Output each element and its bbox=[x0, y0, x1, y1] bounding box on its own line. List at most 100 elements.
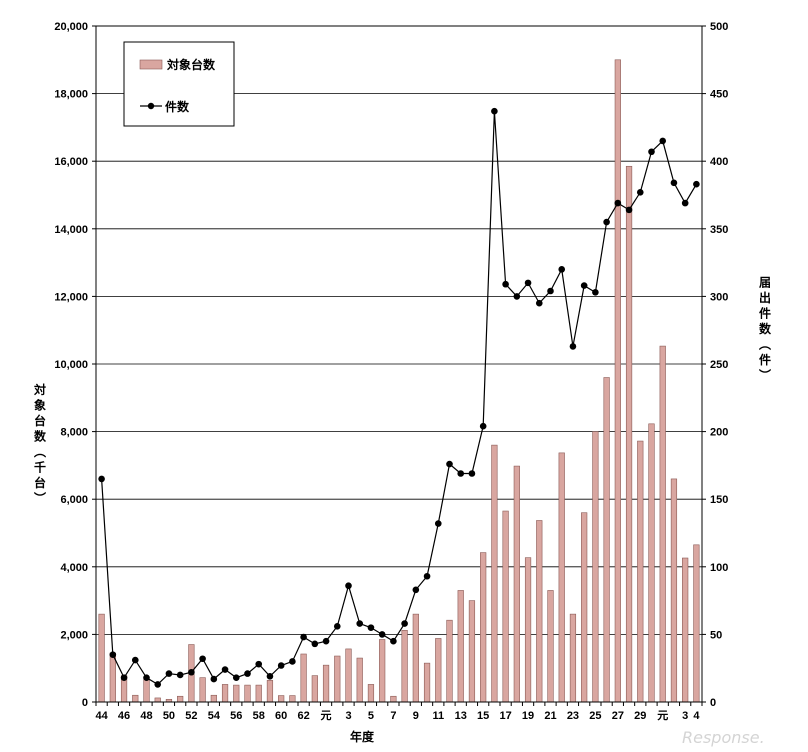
x-axis-title: 年度 bbox=[350, 729, 375, 744]
bar bbox=[233, 684, 240, 703]
y-left-ticks: 0 2,000 4,000 6,000 8,000 10,000 12,000 14,000 1… bbox=[54, 21, 96, 709]
line-point bbox=[311, 640, 319, 648]
bar bbox=[648, 423, 655, 703]
line-point bbox=[558, 266, 566, 273]
bar bbox=[569, 613, 577, 703]
x-tick-label: 元 bbox=[321, 709, 332, 722]
x-tick-label: 21 bbox=[544, 710, 556, 722]
y-right-tick-label: 0 bbox=[710, 697, 716, 709]
line-point bbox=[592, 289, 599, 296]
y-right-tick-label: 450 bbox=[710, 89, 728, 101]
bar bbox=[255, 684, 262, 703]
line-point bbox=[221, 666, 229, 673]
line-point bbox=[120, 674, 128, 681]
y-right-tick-label: 500 bbox=[710, 21, 728, 33]
bar bbox=[244, 684, 251, 703]
bar bbox=[109, 652, 116, 703]
x-tick-label: 27 bbox=[612, 710, 624, 722]
line-point bbox=[199, 655, 206, 663]
bar bbox=[300, 653, 307, 703]
bar bbox=[401, 630, 408, 703]
y-right-tick-label: 400 bbox=[710, 156, 728, 168]
bar bbox=[603, 377, 610, 703]
line-point bbox=[524, 279, 532, 287]
y-right-tick-label: 200 bbox=[710, 427, 728, 439]
legend-swatch-marker bbox=[147, 102, 155, 110]
y-right-tick-label: 350 bbox=[710, 224, 728, 236]
line-point bbox=[277, 662, 285, 669]
y-right-tick-label: 150 bbox=[710, 494, 728, 506]
y-left-tick-label: 10,000 bbox=[54, 359, 88, 371]
line-point bbox=[232, 674, 240, 681]
bar bbox=[558, 452, 565, 703]
x-tick-label: 44 bbox=[95, 710, 108, 722]
bar bbox=[390, 695, 397, 703]
x-tick-label: 56 bbox=[230, 710, 242, 722]
bar bbox=[423, 662, 431, 703]
x-tick-label: 11 bbox=[432, 710, 444, 722]
x-tick-label: 54 bbox=[208, 710, 221, 722]
y-left-tick-label: 2,000 bbox=[60, 629, 88, 641]
bar bbox=[524, 557, 532, 703]
line-point bbox=[244, 670, 251, 677]
line-point bbox=[513, 293, 521, 300]
bar bbox=[670, 478, 678, 703]
y-right-tick-label: 300 bbox=[710, 291, 728, 303]
bar bbox=[221, 684, 229, 703]
x-tick-label: 15 bbox=[477, 710, 489, 722]
line-point bbox=[603, 218, 610, 226]
bar bbox=[356, 657, 363, 703]
line-point bbox=[266, 673, 274, 680]
bar bbox=[199, 677, 206, 703]
line-point bbox=[569, 343, 577, 350]
y-left-tick-label: 0 bbox=[82, 697, 88, 709]
y-right-tick-label: 100 bbox=[710, 562, 728, 574]
line-series-points bbox=[98, 107, 700, 688]
bar bbox=[468, 600, 476, 703]
x-tick-label: 58 bbox=[253, 710, 265, 722]
bar-series-units bbox=[98, 59, 700, 703]
bar bbox=[614, 59, 621, 703]
x-tick-label: 23 bbox=[567, 710, 579, 722]
x-tick-label: 5 bbox=[368, 710, 374, 722]
bar bbox=[412, 613, 419, 703]
bar bbox=[659, 345, 666, 703]
bar bbox=[379, 639, 386, 703]
watermark: Response. bbox=[682, 728, 765, 747]
line-point bbox=[165, 670, 173, 677]
bar bbox=[345, 648, 352, 703]
legend-box bbox=[123, 41, 235, 127]
line-point bbox=[333, 622, 341, 630]
line-point bbox=[659, 137, 667, 145]
line-point bbox=[367, 624, 375, 631]
line-point bbox=[255, 660, 263, 668]
x-tick-label: 48 bbox=[140, 710, 152, 722]
x-tick-label: 60 bbox=[275, 710, 287, 722]
y-left-tick-label: 20,000 bbox=[54, 21, 88, 33]
x-tick-label: 46 bbox=[118, 710, 130, 722]
bar bbox=[311, 675, 318, 703]
bar bbox=[547, 590, 554, 703]
line-point bbox=[670, 179, 678, 187]
line-point bbox=[300, 633, 307, 641]
bar bbox=[132, 694, 139, 703]
line-point bbox=[143, 674, 150, 681]
y-right-tick-label: 250 bbox=[710, 359, 728, 371]
line-point bbox=[98, 475, 105, 483]
bar bbox=[491, 444, 498, 703]
line-point bbox=[322, 637, 330, 645]
y-right-tick-label: 50 bbox=[710, 629, 722, 641]
bar bbox=[322, 664, 330, 703]
bar bbox=[334, 655, 341, 703]
x-tick-label: 62 bbox=[297, 710, 309, 722]
x-tick-label: 4 bbox=[693, 710, 700, 722]
bar bbox=[278, 695, 285, 703]
x-tick-label: 25 bbox=[589, 710, 601, 722]
legend-label-bar: 対象台数 bbox=[166, 57, 216, 72]
line-point bbox=[356, 620, 364, 627]
line-point bbox=[693, 180, 700, 188]
x-tick-label: 元 bbox=[657, 709, 668, 722]
y-left-tick-label: 18,000 bbox=[54, 89, 88, 101]
x-tick-label: 29 bbox=[634, 710, 646, 722]
